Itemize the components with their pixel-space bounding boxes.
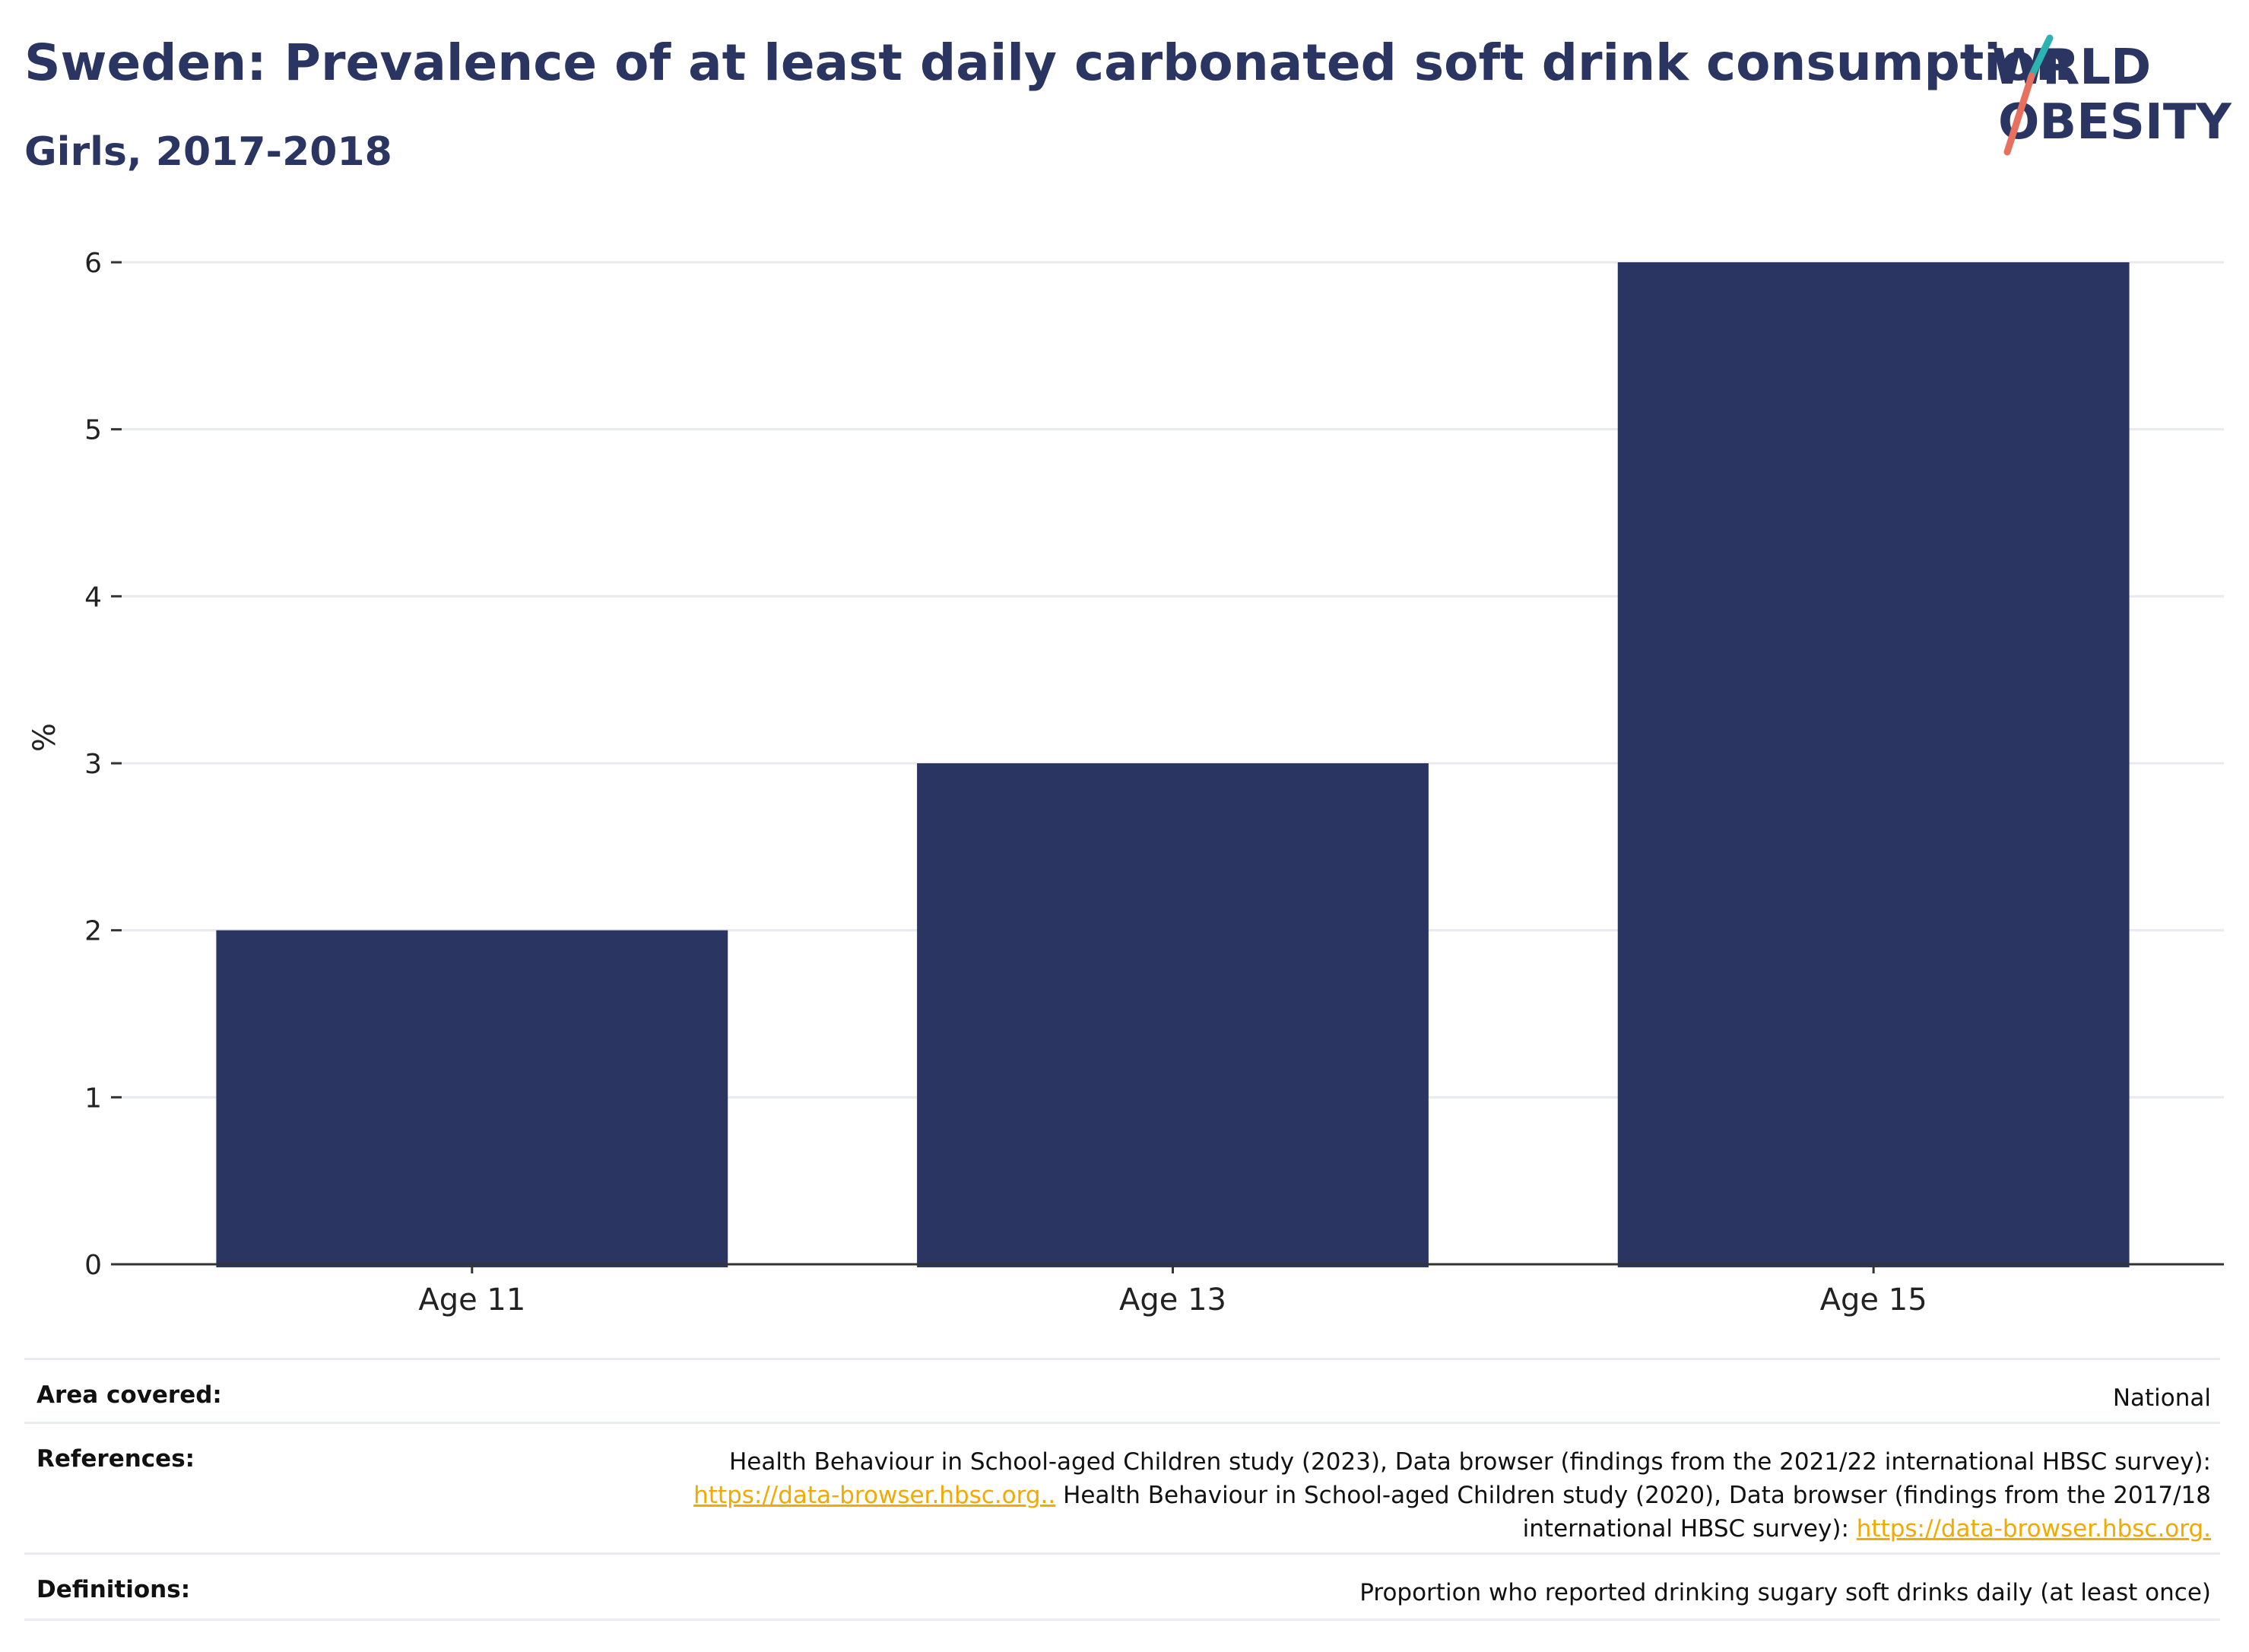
references-label: References: <box>36 1445 195 1473</box>
y-tick-label: 6 <box>84 248 102 279</box>
reference-link-1[interactable]: https://data-browser.hbsc.org.. <box>693 1482 1056 1509</box>
y-tick-label: 5 <box>84 415 102 446</box>
x-tick-label: Age 13 <box>1119 1283 1226 1317</box>
y-axis-title: % <box>27 723 62 752</box>
meta-row-area: Area covered: National <box>24 1358 2220 1424</box>
reference-text-2: Health Behaviour in School-aged Children… <box>1055 1482 2211 1509</box>
chart-title: Sweden: Prevalence of at least daily car… <box>24 33 2072 92</box>
reference-text-3: international HBSC survey): <box>1522 1515 1857 1543</box>
y-tick-label: 1 <box>84 1083 102 1114</box>
area-covered-label: Area covered: <box>36 1381 222 1409</box>
bar <box>216 930 728 1267</box>
reference-text-1: Health Behaviour in School-aged Children… <box>729 1448 2211 1476</box>
chart-subtitle: Girls, 2017-2018 <box>24 129 392 175</box>
bar <box>917 763 1429 1267</box>
svg-text:OBESITY: OBESITY <box>1998 94 2232 151</box>
y-tick-label: 2 <box>84 916 102 947</box>
references-value: Health Behaviour in School-aged Children… <box>690 1445 2211 1546</box>
metadata-table: Area covered: National References: Healt… <box>24 1358 2220 1621</box>
x-tick-label: Age 11 <box>418 1283 525 1317</box>
reference-link-2[interactable]: https://data-browser.hbsc.org. <box>1856 1515 2211 1543</box>
y-tick-label: 0 <box>84 1250 102 1281</box>
meta-row-references: References: Health Behaviour in School-a… <box>24 1422 2220 1555</box>
y-tick-label: 4 <box>84 582 102 613</box>
svg-text:RLD: RLD <box>2042 40 2151 96</box>
x-axis-labels: Age 11 Age 13 Age 15 <box>418 1264 1927 1317</box>
bars <box>216 262 2130 1267</box>
y-axis-ticks: 0 1 2 3 4 5 6 <box>84 248 122 1281</box>
definitions-label: Definitions: <box>36 1576 191 1603</box>
bar <box>1617 262 2130 1267</box>
bar-chart: 0 1 2 3 4 5 6 Age 11 Age 13 Age 15 % <box>27 248 2224 1317</box>
meta-row-definitions: Definitions: Proportion who reported dri… <box>24 1552 2220 1621</box>
x-tick-label: Age 15 <box>1820 1283 1927 1317</box>
area-covered-value: National <box>2112 1384 2211 1412</box>
definitions-value: Proportion who reported drinking sugary … <box>1359 1579 2211 1606</box>
world-obesity-logo: W RLD OBESITY <box>1992 34 2232 156</box>
y-tick-label: 3 <box>84 749 102 780</box>
